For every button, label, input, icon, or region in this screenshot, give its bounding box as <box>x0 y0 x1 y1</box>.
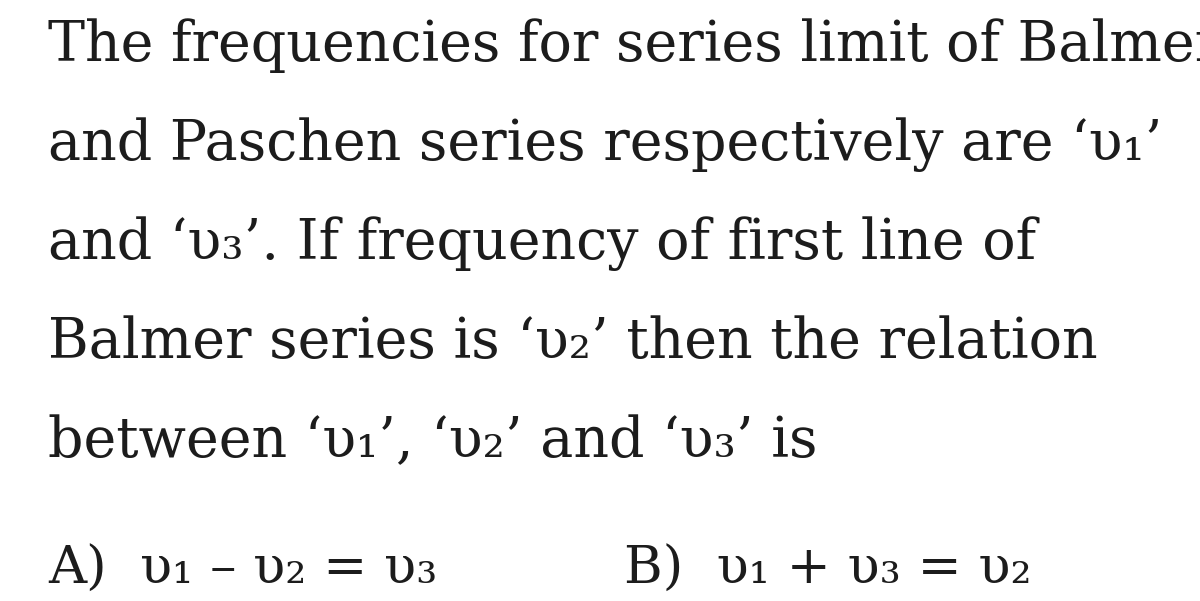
Text: and Paschen series respectively are ‘υ₁’: and Paschen series respectively are ‘υ₁’ <box>48 117 1163 172</box>
Text: and ‘υ₃’. If frequency of first line of: and ‘υ₃’. If frequency of first line of <box>48 216 1036 271</box>
Text: B)  υ₁ + υ₃ = υ₂: B) υ₁ + υ₃ = υ₂ <box>624 544 1032 595</box>
Text: Balmer series is ‘υ₂’ then the relation: Balmer series is ‘υ₂’ then the relation <box>48 316 1098 370</box>
Text: A)  υ₁ – υ₂ = υ₃: A) υ₁ – υ₂ = υ₃ <box>48 544 437 595</box>
Text: between ‘υ₁’, ‘υ₂’ and ‘υ₃’ is: between ‘υ₁’, ‘υ₂’ and ‘υ₃’ is <box>48 415 817 469</box>
Text: The frequencies for series limit of Balmer: The frequencies for series limit of Balm… <box>48 18 1200 73</box>
